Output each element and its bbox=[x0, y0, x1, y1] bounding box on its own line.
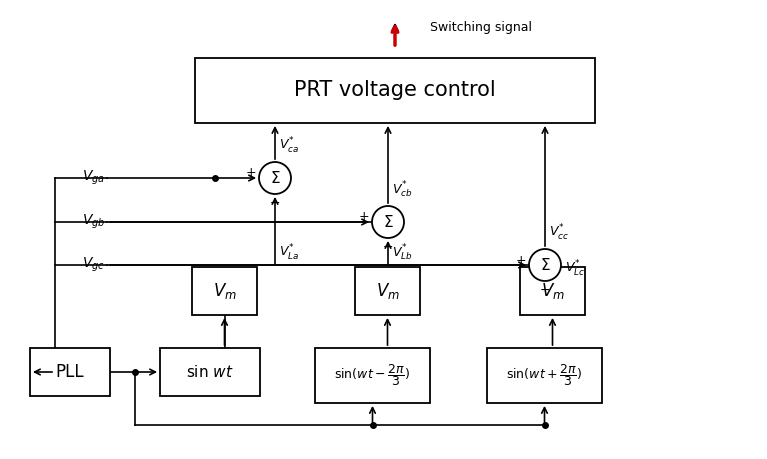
Text: Switching signal: Switching signal bbox=[430, 22, 532, 34]
Bar bbox=[160, 348, 260, 396]
Bar bbox=[520, 267, 585, 315]
Text: $\Sigma$: $\Sigma$ bbox=[540, 257, 550, 273]
Bar bbox=[487, 348, 602, 403]
Text: $V_m$: $V_m$ bbox=[376, 281, 400, 301]
Text: +: + bbox=[515, 253, 526, 267]
Text: +: + bbox=[245, 167, 256, 179]
Circle shape bbox=[259, 162, 291, 194]
Circle shape bbox=[372, 206, 404, 238]
Text: $V_m$: $V_m$ bbox=[541, 281, 565, 301]
Text: $\Sigma$: $\Sigma$ bbox=[383, 214, 393, 230]
Text: sin $wt$: sin $wt$ bbox=[186, 364, 234, 380]
Text: $V_{gc}$: $V_{gc}$ bbox=[82, 256, 105, 274]
Text: $V^{*}_{Lb}$: $V^{*}_{Lb}$ bbox=[392, 243, 413, 263]
Text: $\sin(wt-\dfrac{2\pi}{3})$: $\sin(wt-\dfrac{2\pi}{3})$ bbox=[334, 363, 410, 388]
Bar bbox=[315, 348, 430, 403]
Text: $V_{gb}$: $V_{gb}$ bbox=[81, 213, 105, 231]
Text: PLL: PLL bbox=[56, 363, 84, 381]
Text: −: − bbox=[383, 241, 393, 254]
Text: $\Sigma$: $\Sigma$ bbox=[270, 170, 280, 186]
Text: $V^{*}_{Lc}$: $V^{*}_{Lc}$ bbox=[565, 259, 585, 279]
Text: −: − bbox=[540, 284, 550, 297]
Text: −: − bbox=[270, 197, 280, 210]
Text: $V^{*}_{La}$: $V^{*}_{La}$ bbox=[279, 243, 299, 263]
Bar bbox=[195, 58, 595, 123]
Text: $V^{*}_{ca}$: $V^{*}_{ca}$ bbox=[279, 136, 299, 156]
Bar bbox=[30, 348, 110, 396]
Circle shape bbox=[529, 249, 561, 281]
Bar bbox=[355, 267, 420, 315]
Text: $\sin(wt+\dfrac{2\pi}{3})$: $\sin(wt+\dfrac{2\pi}{3})$ bbox=[506, 363, 583, 388]
Text: +: + bbox=[358, 211, 369, 224]
Text: $V_m$: $V_m$ bbox=[212, 281, 236, 301]
Bar bbox=[192, 267, 257, 315]
Text: $V^{*}_{cb}$: $V^{*}_{cb}$ bbox=[392, 180, 413, 200]
Text: $V_{ga}$: $V_{ga}$ bbox=[82, 169, 105, 187]
Text: $V^{*}_{cc}$: $V^{*}_{cc}$ bbox=[549, 223, 569, 243]
Text: PRT voltage control: PRT voltage control bbox=[294, 80, 496, 101]
